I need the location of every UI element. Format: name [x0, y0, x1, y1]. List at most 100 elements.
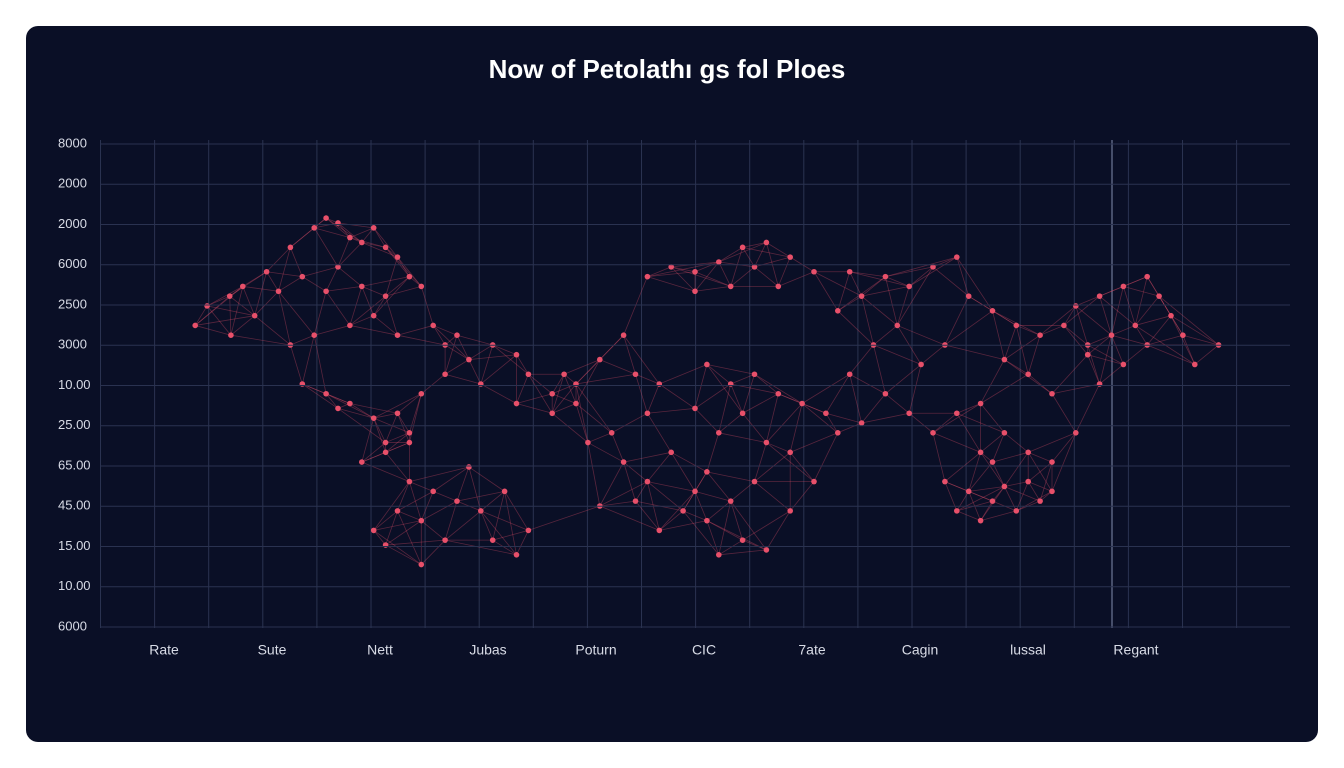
y-tick-label: 6000	[58, 256, 87, 271]
link	[766, 510, 791, 551]
link	[1027, 335, 1041, 375]
y-tick-label: 8000	[58, 135, 87, 150]
link	[445, 539, 517, 556]
link	[706, 471, 732, 502]
link	[420, 286, 434, 326]
link	[504, 491, 517, 555]
point	[323, 288, 329, 295]
link	[932, 266, 969, 297]
link	[706, 471, 755, 482]
link	[908, 256, 958, 287]
link	[837, 422, 862, 434]
link	[611, 432, 624, 463]
link	[861, 276, 886, 297]
point	[977, 517, 984, 524]
link	[1063, 295, 1100, 326]
link	[528, 374, 553, 414]
link	[575, 373, 636, 385]
link	[361, 276, 410, 287]
point	[406, 439, 413, 446]
link	[373, 418, 386, 453]
link	[302, 266, 339, 278]
link	[706, 364, 731, 385]
link	[849, 374, 862, 424]
link	[409, 466, 469, 482]
point	[394, 332, 401, 339]
link	[718, 412, 743, 434]
link	[1099, 364, 1124, 385]
link	[682, 491, 696, 512]
point	[1001, 430, 1008, 436]
link	[1087, 344, 1100, 385]
link	[385, 544, 422, 565]
point	[1168, 312, 1174, 319]
link	[671, 266, 696, 273]
link	[421, 500, 458, 521]
point	[727, 498, 734, 504]
link	[195, 325, 232, 336]
point	[311, 225, 318, 231]
link	[968, 461, 993, 492]
link	[385, 276, 410, 297]
link	[885, 364, 922, 395]
link	[325, 393, 351, 404]
link	[278, 247, 291, 292]
link	[480, 510, 494, 541]
link	[980, 432, 1005, 453]
point	[763, 439, 770, 446]
point	[442, 371, 448, 378]
link	[992, 432, 1005, 463]
link	[849, 344, 874, 375]
link	[1146, 315, 1172, 346]
link	[349, 295, 386, 326]
link	[1004, 481, 1029, 487]
link	[349, 325, 398, 336]
link	[551, 412, 589, 443]
link	[885, 276, 898, 326]
link	[623, 461, 648, 482]
point	[501, 488, 508, 495]
link	[801, 373, 850, 404]
link	[766, 442, 815, 482]
link	[944, 452, 981, 482]
link	[230, 286, 244, 336]
link	[1170, 315, 1219, 346]
link	[956, 491, 970, 512]
point	[1156, 293, 1162, 299]
point	[835, 430, 841, 436]
link	[730, 266, 755, 287]
point	[620, 332, 627, 339]
link	[766, 393, 779, 443]
link	[932, 403, 981, 434]
link	[397, 325, 434, 336]
point	[418, 517, 425, 524]
link	[706, 432, 720, 472]
y-tick-label: 15.00	[58, 538, 91, 553]
link	[944, 481, 969, 492]
link	[1016, 325, 1041, 336]
link	[432, 466, 470, 492]
link	[1147, 344, 1195, 365]
link	[349, 403, 374, 419]
point	[930, 430, 936, 436]
link	[349, 403, 398, 414]
link	[325, 393, 339, 409]
chart-title: Now of Petolathı gs fol Ploes	[489, 54, 846, 84]
link	[1170, 315, 1196, 365]
link	[813, 432, 839, 482]
link	[314, 222, 339, 229]
link	[742, 413, 767, 443]
link	[230, 315, 255, 336]
link	[1123, 344, 1148, 365]
link	[290, 344, 303, 385]
link	[492, 344, 517, 356]
link	[1004, 325, 1017, 360]
link	[742, 539, 767, 551]
point	[668, 264, 674, 270]
point	[394, 254, 401, 260]
link	[599, 359, 636, 375]
link	[278, 276, 303, 292]
point	[1073, 430, 1079, 436]
link	[908, 266, 934, 287]
link	[599, 461, 624, 507]
